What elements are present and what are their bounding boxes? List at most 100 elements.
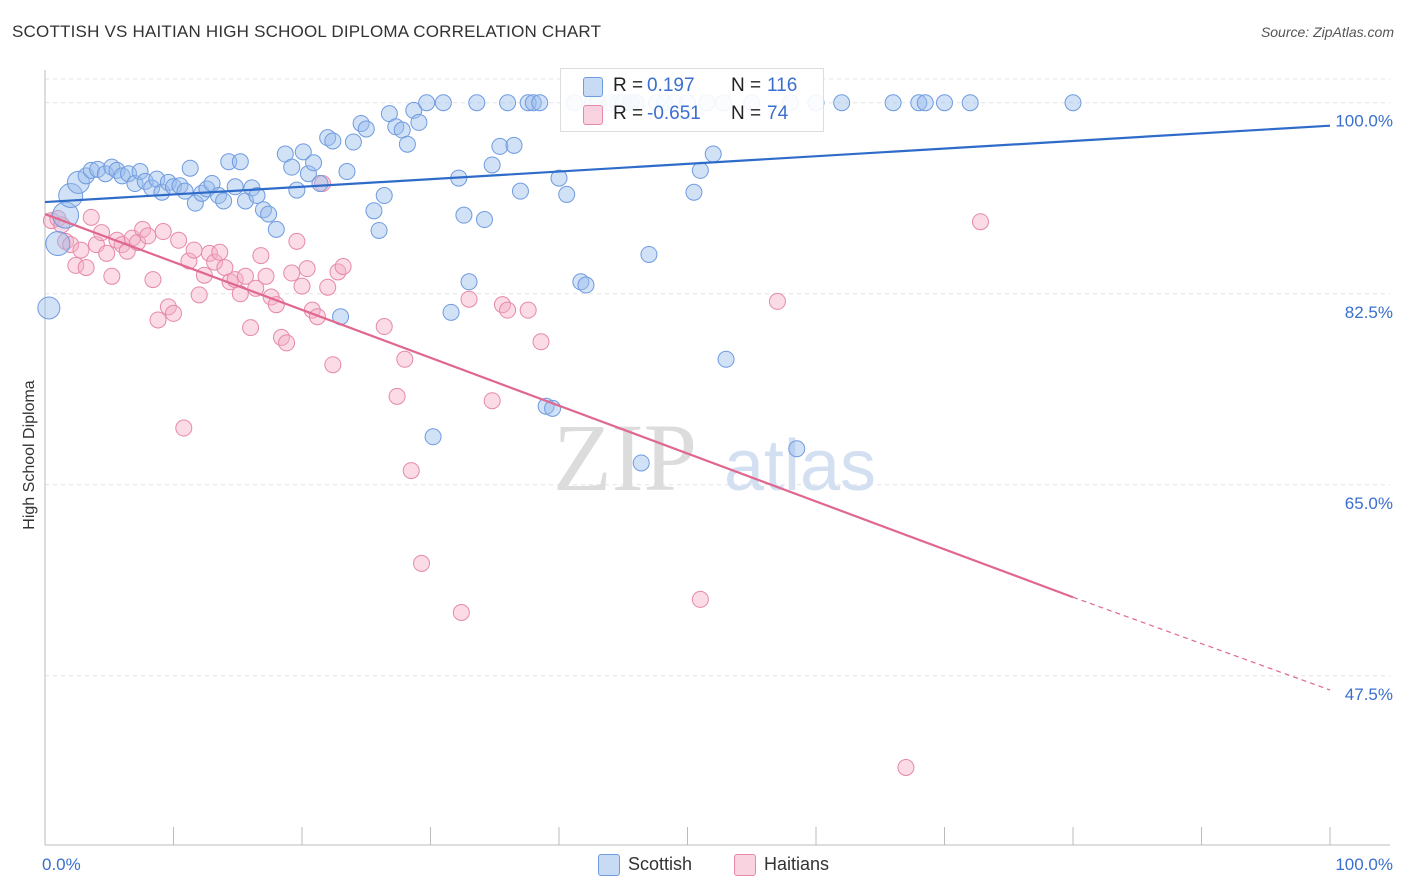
chart-title: SCOTTISH VS HAITIAN HIGH SCHOOL DIPLOMA … [12,22,602,41]
haitian-trend-line [44,213,1074,599]
haitian-point [62,236,80,254]
scottish-point [410,113,428,131]
scottish-point [424,428,442,446]
haitian-point [242,319,260,337]
haitian-point [257,267,275,285]
scottish-point [37,296,61,320]
scottish-point [483,156,501,174]
haitian-point [396,350,414,368]
haitian-point [298,260,316,278]
scottish-point [248,187,266,205]
haitian-point [278,334,296,352]
scottish-point [550,169,568,187]
y-tick-label: 47.5% [1345,685,1393,704]
haitian-point [165,304,182,322]
haitian-point [185,241,203,259]
haitian-point [72,241,90,259]
n-label: N = [731,103,762,124]
scottish-point [365,202,383,220]
r-label: R = [613,103,644,124]
scottish-point [220,153,238,171]
haitian-point [180,252,198,270]
scottish-point [186,194,204,212]
scottish-point [338,163,356,181]
haitian-point [329,263,347,281]
haitian-point [388,387,406,405]
haitian-point [768,292,786,310]
scottish-point [260,205,278,223]
scottish-point [393,121,411,139]
haitian-point [334,257,352,275]
haitian-point [98,244,116,262]
scottish-point [375,187,393,205]
scottish-point [531,94,549,112]
haitian-point [175,419,193,437]
scottish-point [884,94,902,112]
scottish-point [460,273,478,291]
scottish-point [936,94,953,112]
trend-lines [44,124,1331,691]
watermark: ZIP atlas [553,404,876,511]
scottish-point [352,114,370,132]
haitian-point [971,213,989,231]
tick-labels: 47.5% 65.0% 82.5% 100.0% 0.0% 100.0% [42,112,1393,874]
legend-label: Scottish [628,854,693,874]
scottish-point [370,221,388,239]
scottish-point [524,94,542,112]
scottish-point [519,94,537,112]
haitian-point [293,277,311,295]
scottish-point [632,454,650,472]
haitian-point [452,604,470,621]
scottish-point [961,94,979,112]
scottish-point [226,178,244,196]
scottish-point [283,158,301,176]
scottish-point [1064,94,1082,112]
scottish-point [418,94,436,112]
scottish-point [82,161,100,179]
y-tick-label: 82.5% [1345,303,1393,322]
scottish-point [572,273,590,291]
haitian-point [519,301,537,319]
scottish-point [357,120,375,138]
scottish-point [442,303,460,321]
n-value: 116 [767,75,798,96]
haitian-point [324,356,342,374]
axes [44,70,1390,846]
scottish-point [475,211,493,229]
x-tick-label: 100.0% [1335,855,1393,874]
correlation-legend: R = 0.197 N = 116 R = -0.651 N = 74 [560,68,824,132]
scottish-point [288,181,306,199]
scottish-point [113,167,131,185]
scottish-point [505,136,523,154]
haitian-point [897,759,915,776]
scottish-point [181,159,199,177]
haitian-point [272,328,290,346]
scottish-point [324,132,342,150]
scottish-point [319,129,337,147]
haitian-point [170,231,188,249]
scottish-points [37,94,1082,472]
haitian-point [460,290,478,308]
scottish-point [311,175,329,193]
scottish-point [305,154,323,172]
scottish-legend-swatch [598,854,620,876]
haitian-point [483,392,501,410]
y-tick-label: 100.0% [1335,112,1393,131]
haitian-point [139,227,157,245]
haitian-point [82,208,100,226]
haitian-point [206,253,224,271]
scottish-point [910,94,928,112]
scottish-point [577,276,595,294]
haitian-point [236,267,254,285]
haitian-point [149,311,167,329]
haitian-point [154,223,172,241]
scottish-point [788,440,806,458]
haitian-point [402,462,420,480]
scottish-point [299,165,317,183]
haitian-point [283,264,301,282]
scottish-point [691,161,709,179]
scottish-point [89,160,107,178]
haitian-point [493,296,511,314]
scottish-point [558,185,576,203]
r-value: 0.197 [647,75,695,96]
